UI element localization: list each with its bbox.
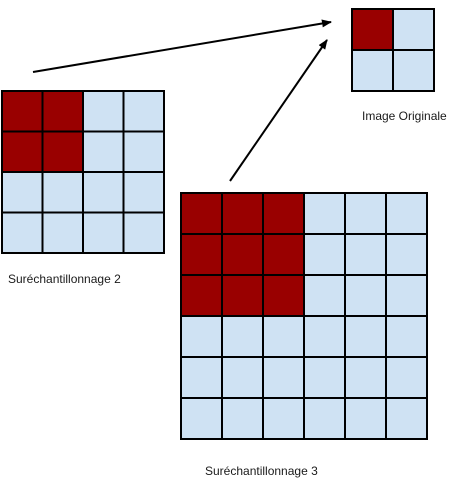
empty-pixel-cell [180, 397, 223, 440]
empty-pixel-cell [303, 233, 346, 276]
empty-pixel-cell [303, 397, 346, 440]
label-upsample-3: Suréchantillonnage 3 [205, 464, 318, 478]
source-pixel-cell [41, 90, 84, 133]
grid-upsample-3 [180, 192, 428, 440]
grid-upsample-2 [1, 90, 165, 254]
source-pixel-cell [180, 192, 223, 235]
empty-pixel-cell [41, 211, 84, 254]
empty-pixel-cell [1, 211, 44, 254]
empty-pixel-cell [344, 192, 387, 235]
empty-pixel-cell [385, 315, 428, 358]
empty-pixel-cell [1, 171, 44, 214]
empty-pixel-cell [303, 356, 346, 399]
empty-pixel-cell [344, 356, 387, 399]
empty-pixel-cell [385, 274, 428, 317]
empty-pixel-cell [221, 356, 264, 399]
label-upsample-2: Suréchantillonnage 2 [8, 272, 121, 286]
empty-pixel-cell [221, 315, 264, 358]
empty-pixel-cell [262, 397, 305, 440]
empty-pixel-cell [122, 90, 165, 133]
source-pixel-cell [262, 274, 305, 317]
source-pixel-cell [1, 90, 44, 133]
empty-pixel-cell [122, 130, 165, 173]
empty-pixel-cell [262, 356, 305, 399]
source-pixel-cell [41, 130, 84, 173]
empty-pixel-cell [303, 274, 346, 317]
source-pixel-cell [180, 274, 223, 317]
empty-pixel-cell [344, 274, 387, 317]
source-pixel-cell [221, 274, 264, 317]
empty-pixel-cell [122, 211, 165, 254]
source-pixel-cell [262, 192, 305, 235]
empty-pixel-cell [351, 49, 394, 92]
empty-pixel-cell [385, 233, 428, 276]
empty-pixel-cell [385, 397, 428, 440]
empty-pixel-cell [180, 356, 223, 399]
empty-pixel-cell [82, 130, 125, 173]
empty-pixel-cell [344, 233, 387, 276]
empty-pixel-cell [392, 8, 435, 51]
source-pixel-cell [221, 233, 264, 276]
empty-pixel-cell [82, 90, 125, 133]
source-pixel-cell [180, 233, 223, 276]
empty-pixel-cell [221, 397, 264, 440]
empty-pixel-cell [122, 171, 165, 214]
empty-pixel-cell [82, 211, 125, 254]
empty-pixel-cell [303, 192, 346, 235]
source-pixel-cell [262, 233, 305, 276]
empty-pixel-cell [41, 171, 84, 214]
arrow-upsample-3-to-original [229, 39, 328, 182]
label-original-image: Image Originale [362, 109, 447, 123]
arrow-upsample-2-to-original [32, 19, 332, 73]
empty-pixel-cell [385, 356, 428, 399]
empty-pixel-cell [344, 315, 387, 358]
source-pixel-cell [1, 130, 44, 173]
empty-pixel-cell [262, 315, 305, 358]
empty-pixel-cell [180, 315, 223, 358]
source-pixel-cell [221, 192, 264, 235]
grid-original [351, 8, 435, 92]
empty-pixel-cell [82, 171, 125, 214]
source-pixel-cell [351, 8, 394, 51]
empty-pixel-cell [392, 49, 435, 92]
empty-pixel-cell [385, 192, 428, 235]
empty-pixel-cell [344, 397, 387, 440]
empty-pixel-cell [303, 315, 346, 358]
